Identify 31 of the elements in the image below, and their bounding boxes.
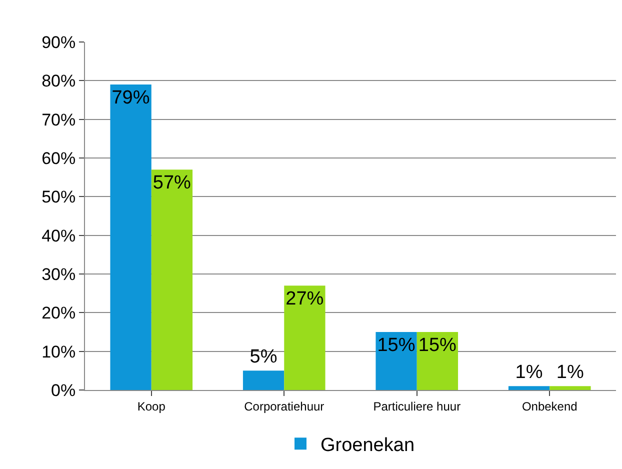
legend-label: Groenekan bbox=[320, 435, 415, 456]
x-tick-label: Koop bbox=[137, 399, 166, 414]
y-tick-label: 70% bbox=[42, 110, 76, 130]
y-tick-label: 60% bbox=[42, 148, 76, 168]
data-label: 27% bbox=[286, 288, 324, 310]
bar bbox=[416, 332, 458, 390]
y-tick-label: 90% bbox=[42, 32, 76, 52]
bar bbox=[151, 170, 193, 390]
data-label: 1% bbox=[515, 362, 543, 384]
bar bbox=[110, 84, 152, 390]
y-tick-label: 50% bbox=[42, 188, 76, 207]
bar bbox=[508, 386, 550, 390]
bar bbox=[376, 332, 417, 390]
data-label: 57% bbox=[152, 172, 192, 194]
x-tick-label: Particuliere huur bbox=[373, 399, 461, 414]
y-tick-label: 20% bbox=[42, 304, 76, 323]
bar bbox=[550, 386, 591, 390]
y-tick-label: 0% bbox=[51, 380, 76, 400]
data-label: 15% bbox=[377, 335, 416, 356]
y-tick-label: 10% bbox=[42, 342, 76, 362]
data-label: 79% bbox=[112, 88, 150, 109]
data-label: 15% bbox=[418, 335, 457, 356]
x-tick-label: Onbekend bbox=[522, 399, 578, 414]
bar bbox=[242, 370, 284, 390]
y-tick-label: 80% bbox=[42, 72, 76, 91]
y-tick-label: 40% bbox=[42, 226, 76, 246]
bar bbox=[284, 286, 326, 390]
data-label: 1% bbox=[556, 362, 584, 384]
data-label: 5% bbox=[250, 346, 278, 368]
x-tick-label: Corporatiehuur bbox=[244, 399, 324, 414]
y-tick-label: 30% bbox=[42, 264, 76, 284]
